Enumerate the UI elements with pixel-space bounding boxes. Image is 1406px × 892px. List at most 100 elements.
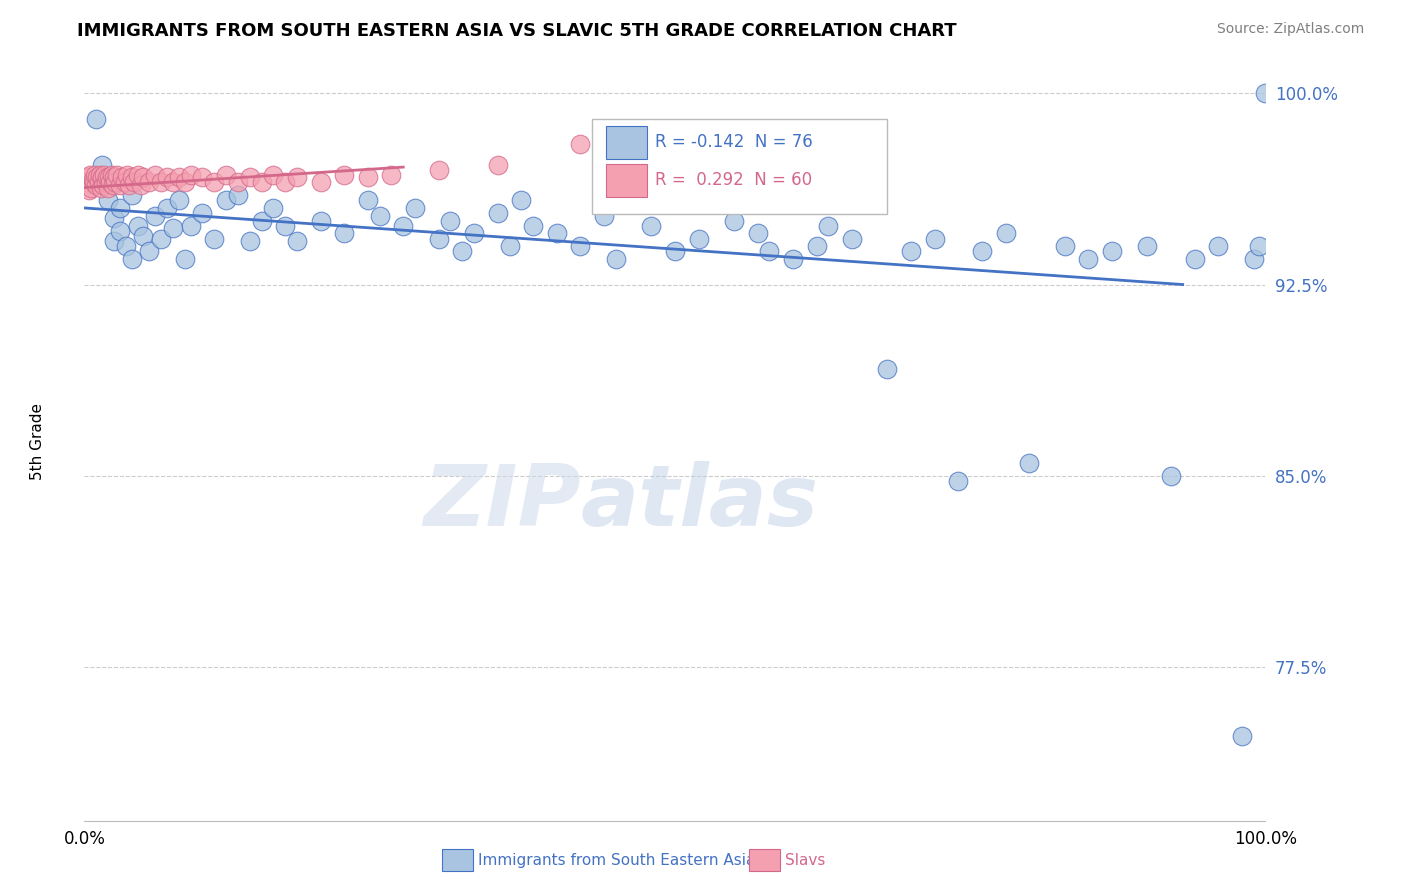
- Text: IMMIGRANTS FROM SOUTH EASTERN ASIA VS SLAVIC 5TH GRADE CORRELATION CHART: IMMIGRANTS FROM SOUTH EASTERN ASIA VS SL…: [77, 22, 957, 40]
- Point: [138, 176, 160, 190]
- Point: [97, 176, 120, 190]
- Point: [79, 168, 101, 182]
- Point: [91, 170, 114, 185]
- Point: [104, 176, 127, 190]
- Point: [132, 229, 155, 244]
- Point: [1136, 239, 1159, 253]
- Point: [1101, 244, 1123, 259]
- Point: [758, 244, 780, 259]
- Text: Immigrants from South Eastern Asia: Immigrants from South Eastern Asia: [478, 853, 755, 868]
- Point: [180, 168, 202, 182]
- FancyBboxPatch shape: [606, 126, 647, 160]
- Text: R =  0.292  N = 60: R = 0.292 N = 60: [655, 171, 811, 189]
- Point: [1053, 239, 1076, 253]
- Point: [1077, 252, 1099, 266]
- Point: [782, 252, 804, 266]
- Point: [439, 213, 461, 227]
- Point: [108, 178, 131, 192]
- Point: [463, 227, 485, 241]
- Point: [368, 209, 391, 223]
- Point: [380, 168, 402, 182]
- Point: [688, 231, 710, 245]
- Point: [948, 474, 970, 488]
- Point: [167, 170, 190, 185]
- Point: [114, 176, 136, 190]
- Point: [664, 244, 686, 259]
- Point: [162, 176, 184, 190]
- Point: [122, 176, 145, 190]
- Point: [89, 168, 111, 182]
- Point: [121, 252, 143, 266]
- Point: [486, 206, 509, 220]
- Point: [143, 209, 166, 223]
- Point: [180, 219, 202, 233]
- Point: [498, 239, 520, 253]
- Point: [91, 178, 114, 192]
- Point: [486, 157, 509, 171]
- Point: [239, 170, 262, 185]
- Point: [723, 213, 745, 227]
- Point: [262, 168, 284, 182]
- Point: [86, 170, 108, 185]
- Point: [121, 170, 143, 185]
- Point: [817, 219, 839, 233]
- Point: [101, 178, 124, 192]
- Point: [546, 227, 568, 241]
- Text: Source: ZipAtlas.com: Source: ZipAtlas.com: [1216, 22, 1364, 37]
- Point: [132, 170, 155, 185]
- Point: [250, 213, 273, 227]
- Point: [191, 206, 214, 220]
- Point: [138, 244, 160, 259]
- Point: [1249, 239, 1271, 253]
- Point: [76, 176, 98, 190]
- Point: [522, 219, 544, 233]
- Point: [127, 168, 149, 182]
- Point: [427, 231, 450, 245]
- Point: [96, 170, 118, 185]
- Point: [333, 227, 356, 241]
- FancyBboxPatch shape: [443, 849, 472, 871]
- Point: [1018, 456, 1040, 470]
- FancyBboxPatch shape: [749, 849, 780, 871]
- Point: [215, 194, 238, 208]
- Point: [82, 173, 104, 187]
- Point: [118, 178, 141, 192]
- Point: [156, 201, 179, 215]
- Point: [924, 231, 946, 245]
- Point: [1254, 86, 1277, 100]
- Point: [285, 234, 308, 248]
- Point: [876, 361, 898, 376]
- Point: [100, 168, 122, 182]
- Point: [111, 170, 134, 185]
- Point: [97, 180, 120, 194]
- Point: [841, 231, 863, 245]
- Point: [84, 112, 107, 126]
- Point: [87, 176, 110, 190]
- Point: [747, 227, 769, 241]
- Point: [202, 176, 225, 190]
- Point: [569, 239, 592, 253]
- Point: [239, 234, 262, 248]
- Point: [121, 188, 143, 202]
- Text: ZIP: ZIP: [423, 460, 581, 544]
- Point: [357, 170, 380, 185]
- Point: [84, 168, 107, 182]
- Point: [226, 188, 249, 202]
- Point: [605, 252, 627, 266]
- Point: [262, 201, 284, 215]
- Point: [1184, 252, 1206, 266]
- Point: [285, 170, 308, 185]
- FancyBboxPatch shape: [592, 120, 887, 214]
- Point: [215, 168, 238, 182]
- Point: [451, 244, 474, 259]
- Point: [90, 180, 112, 194]
- Point: [404, 201, 426, 215]
- Point: [510, 194, 533, 208]
- Point: [97, 194, 120, 208]
- Point: [115, 168, 138, 182]
- Point: [103, 170, 125, 185]
- Point: [1206, 239, 1229, 253]
- Point: [274, 219, 297, 233]
- Point: [91, 157, 114, 171]
- Point: [226, 176, 249, 190]
